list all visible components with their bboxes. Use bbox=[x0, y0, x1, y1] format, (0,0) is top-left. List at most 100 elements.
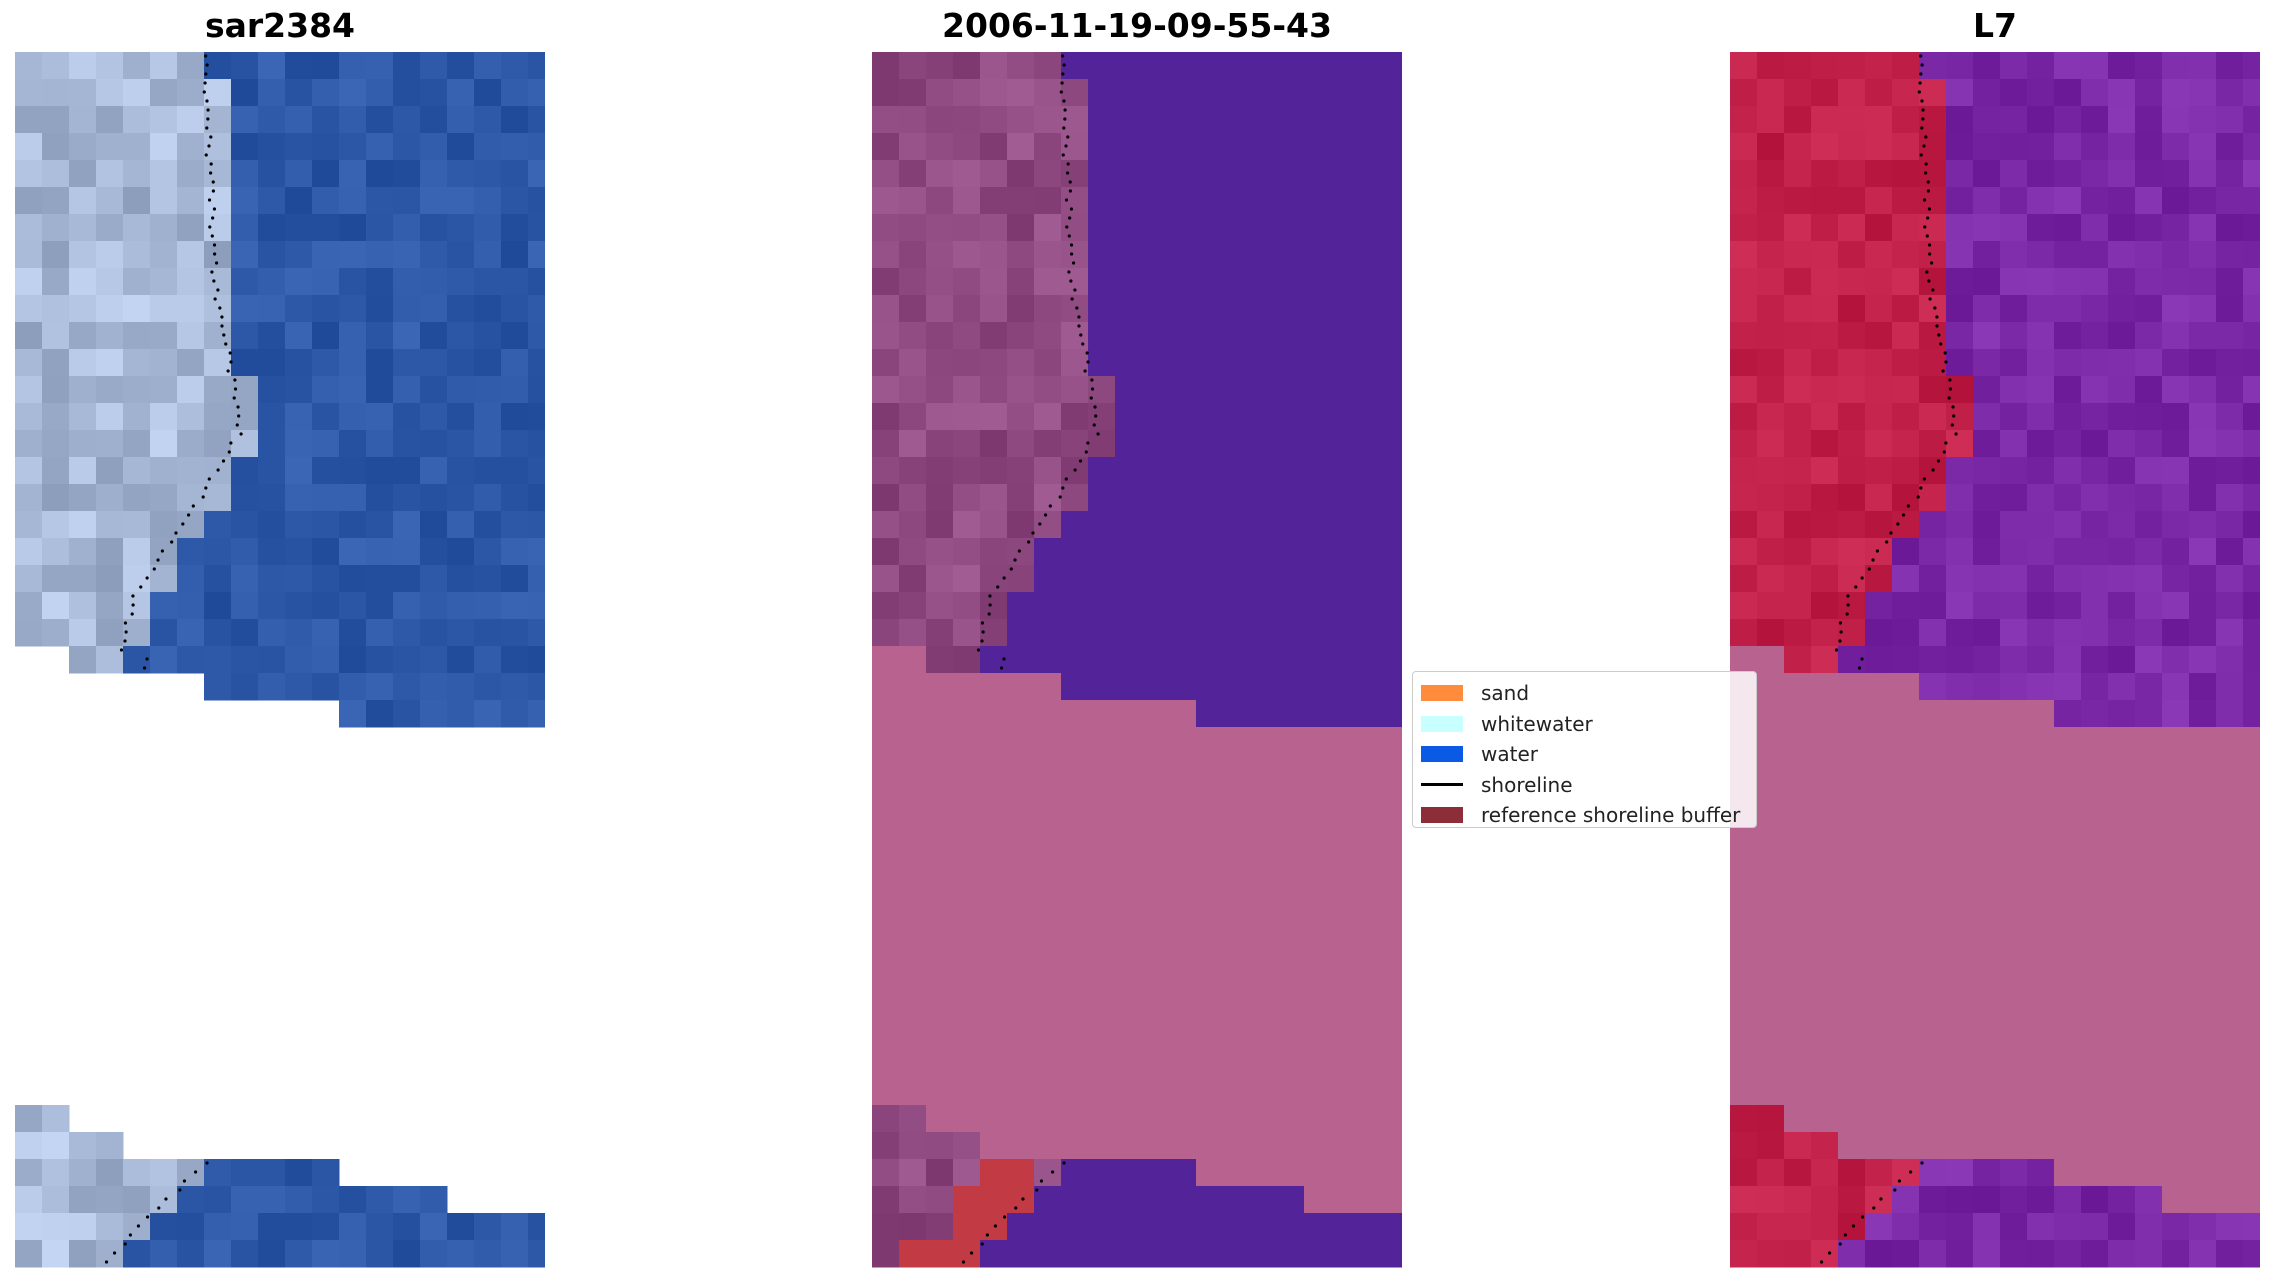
image-pixel bbox=[872, 1078, 900, 1106]
image-pixel bbox=[366, 538, 394, 566]
image-pixel bbox=[1115, 835, 1143, 863]
shoreline-point bbox=[174, 531, 178, 535]
image-pixel bbox=[1088, 997, 1116, 1025]
image-pixel bbox=[528, 241, 545, 269]
image-pixel bbox=[1277, 484, 1305, 512]
image-pixel bbox=[1007, 52, 1035, 80]
image-pixel bbox=[1811, 295, 1839, 323]
image-pixel bbox=[177, 133, 205, 161]
image-pixel bbox=[1946, 484, 1974, 512]
image-pixel bbox=[1250, 457, 1278, 485]
image-pixel bbox=[953, 187, 981, 215]
image-pixel bbox=[1007, 295, 1035, 323]
shoreline-point bbox=[1942, 450, 1946, 454]
image-pixel bbox=[1784, 1240, 1812, 1268]
image-pixel bbox=[447, 322, 475, 350]
image-pixel bbox=[953, 916, 981, 944]
image-pixel bbox=[1838, 808, 1866, 836]
image-pixel bbox=[2162, 916, 2190, 944]
image-pixel bbox=[926, 754, 954, 782]
image-pixel bbox=[285, 295, 313, 323]
image-pixel bbox=[447, 241, 475, 269]
image-pixel bbox=[1142, 1159, 1170, 1187]
image-pixel bbox=[1757, 1213, 1785, 1241]
image-pixel bbox=[1061, 970, 1089, 998]
image-pixel bbox=[1007, 403, 1035, 431]
image-pixel bbox=[2189, 970, 2217, 998]
image-pixel bbox=[1115, 106, 1143, 134]
image-pixel bbox=[1331, 106, 1359, 134]
shoreline-point bbox=[145, 1215, 150, 1219]
image-pixel bbox=[2216, 79, 2244, 107]
image-pixel bbox=[2162, 214, 2190, 242]
image-pixel bbox=[420, 538, 448, 566]
image-pixel bbox=[366, 322, 394, 350]
image-pixel bbox=[926, 403, 954, 431]
image-pixel bbox=[1730, 592, 1758, 620]
image-pixel bbox=[1892, 268, 1920, 296]
image-pixel bbox=[285, 322, 313, 350]
image-pixel bbox=[1784, 916, 1812, 944]
image-pixel bbox=[1223, 700, 1251, 728]
image-pixel bbox=[2189, 511, 2217, 539]
image-pixel bbox=[447, 1213, 475, 1241]
image-pixel bbox=[1088, 835, 1116, 863]
image-pixel bbox=[1730, 943, 1758, 971]
image-pixel bbox=[42, 1240, 70, 1268]
image-pixel bbox=[953, 79, 981, 107]
image-pixel bbox=[1115, 457, 1143, 485]
image-pixel bbox=[1304, 565, 1332, 593]
image-pixel bbox=[1007, 1159, 1035, 1187]
image-pixel bbox=[339, 457, 367, 485]
shoreline-point bbox=[203, 81, 207, 85]
image-pixel bbox=[2027, 1078, 2055, 1106]
image-pixel bbox=[204, 511, 232, 539]
shoreline-point bbox=[210, 234, 214, 238]
image-pixel bbox=[69, 349, 97, 377]
image-pixel bbox=[150, 79, 178, 107]
image-pixel bbox=[177, 457, 205, 485]
image-pixel bbox=[528, 295, 545, 323]
image-pixel bbox=[1838, 997, 1866, 1025]
image-pixel bbox=[2135, 673, 2163, 701]
image-pixel bbox=[1892, 997, 1920, 1025]
image-pixel bbox=[1757, 511, 1785, 539]
image-pixel bbox=[953, 484, 981, 512]
image-pixel bbox=[1142, 79, 1170, 107]
image-pixel bbox=[1946, 160, 1974, 188]
shoreline-point bbox=[191, 504, 195, 508]
image-pixel bbox=[474, 295, 502, 323]
image-pixel bbox=[2000, 565, 2028, 593]
image-pixel bbox=[1196, 133, 1224, 161]
legend-item-buffer: reference shoreline buffer bbox=[1421, 800, 1748, 831]
image-pixel bbox=[1892, 808, 1920, 836]
shoreline-point bbox=[1926, 189, 1930, 193]
image-pixel bbox=[123, 1240, 151, 1268]
image-pixel bbox=[177, 106, 205, 134]
image-pixel bbox=[150, 52, 178, 80]
image-pixel bbox=[1331, 295, 1359, 323]
image-pixel bbox=[2081, 889, 2109, 917]
image-pixel bbox=[1358, 835, 1386, 863]
image-pixel bbox=[285, 1186, 313, 1214]
image-pixel bbox=[1757, 862, 1785, 890]
image-pixel bbox=[2243, 1051, 2260, 1079]
image-pixel bbox=[1088, 106, 1116, 134]
image-pixel bbox=[1973, 592, 2001, 620]
shoreline-point bbox=[1064, 144, 1068, 148]
image-pixel bbox=[2000, 295, 2028, 323]
image-pixel bbox=[980, 592, 1008, 620]
image-pixel bbox=[1838, 889, 1866, 917]
image-pixel bbox=[980, 1240, 1008, 1268]
image-pixel bbox=[15, 349, 43, 377]
shoreline-point bbox=[985, 1233, 989, 1237]
shoreline-point bbox=[1845, 612, 1849, 616]
image-pixel bbox=[1115, 133, 1143, 161]
image-pixel bbox=[2108, 484, 2136, 512]
image-pixel bbox=[1385, 808, 1402, 836]
image-pixel bbox=[1196, 565, 1224, 593]
image-pixel bbox=[339, 52, 367, 80]
image-pixel bbox=[1196, 376, 1224, 404]
image-pixel bbox=[1919, 619, 1947, 647]
image-pixel bbox=[1973, 943, 2001, 971]
